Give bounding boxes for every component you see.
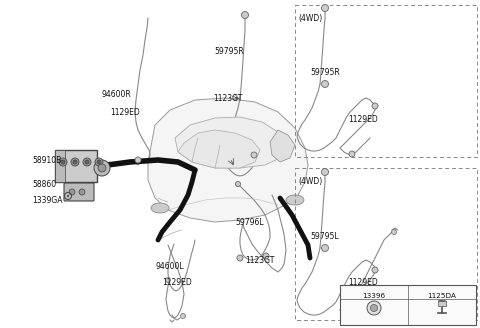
Bar [340, 285, 476, 325]
Circle shape [372, 267, 378, 273]
Text: 1129ED: 1129ED [162, 278, 192, 287]
Circle shape [322, 80, 328, 88]
Text: 59795R: 59795R [310, 68, 340, 77]
Circle shape [236, 181, 240, 187]
FancyBboxPatch shape [64, 183, 94, 201]
Circle shape [322, 5, 328, 11]
Circle shape [372, 103, 378, 109]
Text: 1125DA: 1125DA [428, 293, 456, 299]
Text: 58910B: 58910B [32, 156, 61, 165]
Polygon shape [178, 130, 260, 168]
Circle shape [251, 152, 257, 158]
Circle shape [180, 314, 185, 318]
Text: 94600L: 94600L [155, 262, 184, 271]
Circle shape [135, 157, 141, 163]
Circle shape [371, 304, 377, 312]
Text: 1129ED: 1129ED [348, 278, 378, 287]
FancyBboxPatch shape [55, 150, 97, 182]
Polygon shape [270, 130, 295, 162]
Circle shape [95, 158, 103, 166]
Circle shape [349, 151, 355, 157]
Text: (4WD): (4WD) [298, 177, 322, 186]
Circle shape [322, 244, 328, 252]
Text: 1123GT: 1123GT [245, 256, 275, 265]
Text: 1123GT: 1123GT [213, 94, 242, 103]
Circle shape [79, 189, 85, 195]
Text: 59795R: 59795R [214, 47, 244, 56]
Bar [438, 301, 446, 306]
Text: 1129ED: 1129ED [110, 108, 140, 117]
Circle shape [98, 164, 106, 172]
Text: 59796L: 59796L [235, 218, 264, 227]
Circle shape [166, 277, 170, 282]
Circle shape [241, 11, 249, 18]
Circle shape [83, 158, 91, 166]
Text: 1129ED: 1129ED [348, 115, 378, 124]
Circle shape [67, 195, 69, 197]
Text: 1339GA: 1339GA [32, 196, 62, 205]
Polygon shape [175, 117, 285, 168]
Bar [295, 168, 477, 320]
Circle shape [69, 189, 75, 195]
Circle shape [263, 253, 269, 259]
Circle shape [61, 160, 65, 164]
Circle shape [392, 230, 396, 235]
Text: 13396: 13396 [362, 293, 385, 299]
Circle shape [59, 158, 67, 166]
Text: (4WD): (4WD) [298, 14, 322, 23]
Circle shape [71, 158, 79, 166]
Polygon shape [148, 98, 308, 222]
Circle shape [367, 301, 381, 315]
Ellipse shape [151, 203, 169, 213]
Circle shape [85, 160, 89, 164]
Text: 58860: 58860 [32, 180, 56, 189]
Circle shape [97, 160, 101, 164]
Circle shape [322, 169, 328, 175]
Circle shape [73, 160, 77, 164]
Ellipse shape [286, 195, 304, 205]
Circle shape [94, 160, 110, 176]
Text: 94600R: 94600R [102, 90, 132, 99]
Text: 59795L: 59795L [310, 232, 338, 241]
Bar [55, 150, 65, 182]
Circle shape [237, 255, 243, 261]
Bar [295, 5, 477, 157]
Circle shape [349, 313, 355, 319]
